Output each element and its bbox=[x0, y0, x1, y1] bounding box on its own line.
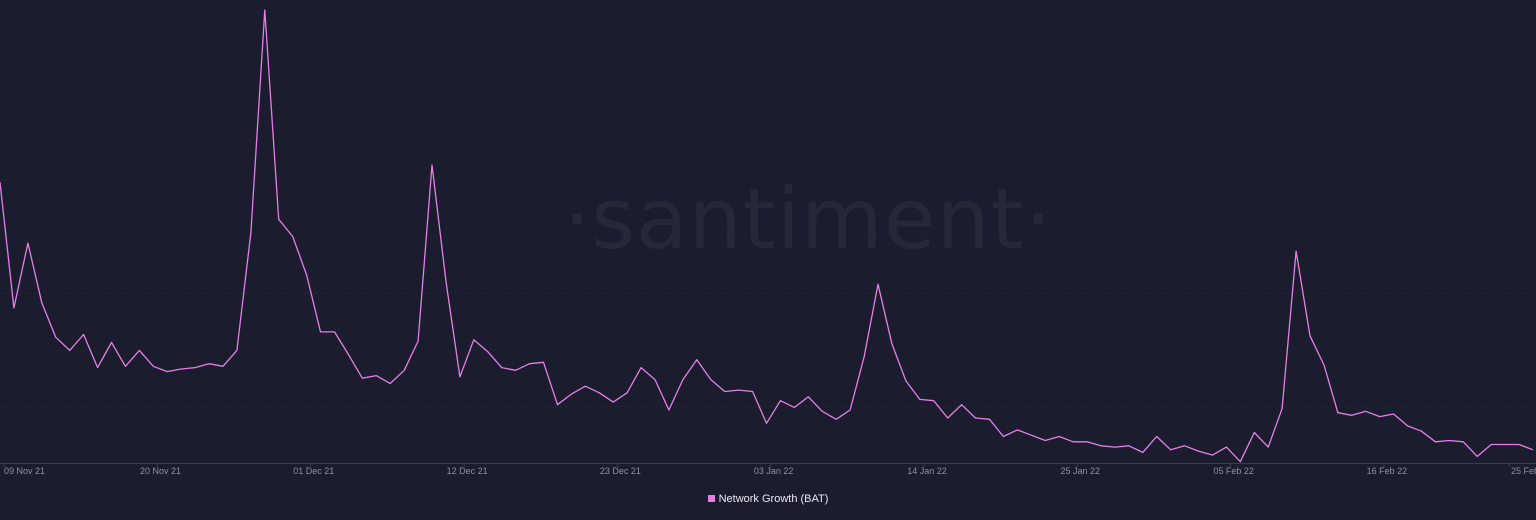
x-tick-label: 12 Dec 21 bbox=[447, 466, 488, 476]
x-tick-label: 03 Jan 22 bbox=[754, 466, 794, 476]
x-tick-label: 16 Feb 22 bbox=[1367, 466, 1408, 476]
legend-label-network-growth: Network Growth (BAT) bbox=[718, 493, 829, 505]
x-tick-label: 14 Jan 22 bbox=[907, 466, 947, 476]
x-tick-label: 20 Nov 21 bbox=[140, 466, 181, 476]
x-axis: 09 Nov 21 20 Nov 21 01 Dec 21 12 Dec 21 23 D… bbox=[3, 463, 1536, 476]
x-tick-label: 09 Nov 21 bbox=[4, 466, 45, 476]
grid-lines bbox=[0, 67, 1536, 407]
series-line-network-growth-bat bbox=[0, 9, 1534, 463]
network-growth-chart: ·santiment· 09 Nov 21 20 Nov 21 01 Dec 21 1… bbox=[0, 9, 1536, 476]
santiment-watermark: ·santiment· bbox=[564, 170, 1053, 268]
legend-swatch-network-growth bbox=[707, 495, 715, 502]
x-tick-label: 01 Dec 21 bbox=[293, 466, 334, 476]
x-tick-label: 05 Feb 22 bbox=[1213, 466, 1254, 476]
chart-legend[interactable]: Network Growth (BAT) bbox=[0, 493, 1536, 505]
x-tick-label: 25 Feb bbox=[1511, 466, 1536, 476]
x-tick-label: 23 Dec 21 bbox=[600, 466, 641, 476]
x-tick-label: 25 Jan 22 bbox=[1061, 466, 1101, 476]
